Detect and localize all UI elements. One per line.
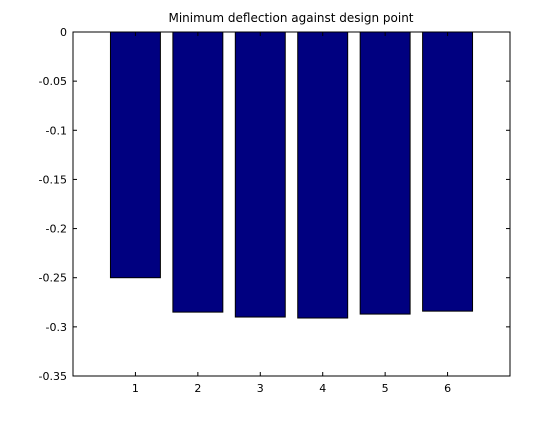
bar-4 <box>297 31 349 319</box>
y-tick-label: -0.35 <box>39 370 67 383</box>
y-axis: 0 -0.05 -0.1 -0.15 -0.2 -0.25 -0.3 -0.35 <box>39 26 510 383</box>
y-tick-label: -0.15 <box>39 173 67 186</box>
bar-1 <box>109 31 161 279</box>
y-tick-label: -0.3 <box>46 321 67 334</box>
axes-box <box>72 31 511 377</box>
chart-title: Minimum deflection against design point <box>168 11 413 25</box>
bar-2 <box>172 31 224 313</box>
bars <box>109 31 474 319</box>
bar-5 <box>359 31 411 315</box>
x-tick-label: 2 <box>194 382 201 395</box>
y-tick-label: -0.25 <box>39 272 67 285</box>
x-tick-label: 3 <box>257 382 264 395</box>
x-axis: 1 2 3 4 5 6 <box>132 32 451 395</box>
x-tick-label: 4 <box>319 382 326 395</box>
x-tick-label: 1 <box>132 382 139 395</box>
y-tick-label: 0 <box>60 26 67 39</box>
bar-3 <box>234 31 286 318</box>
y-tick-label: -0.1 <box>46 124 67 137</box>
x-tick-label: 5 <box>382 382 389 395</box>
y-tick-label: -0.2 <box>46 223 67 236</box>
bar-6 <box>422 31 474 312</box>
y-tick-label: -0.05 <box>39 75 67 88</box>
x-tick-label: 6 <box>444 382 451 395</box>
